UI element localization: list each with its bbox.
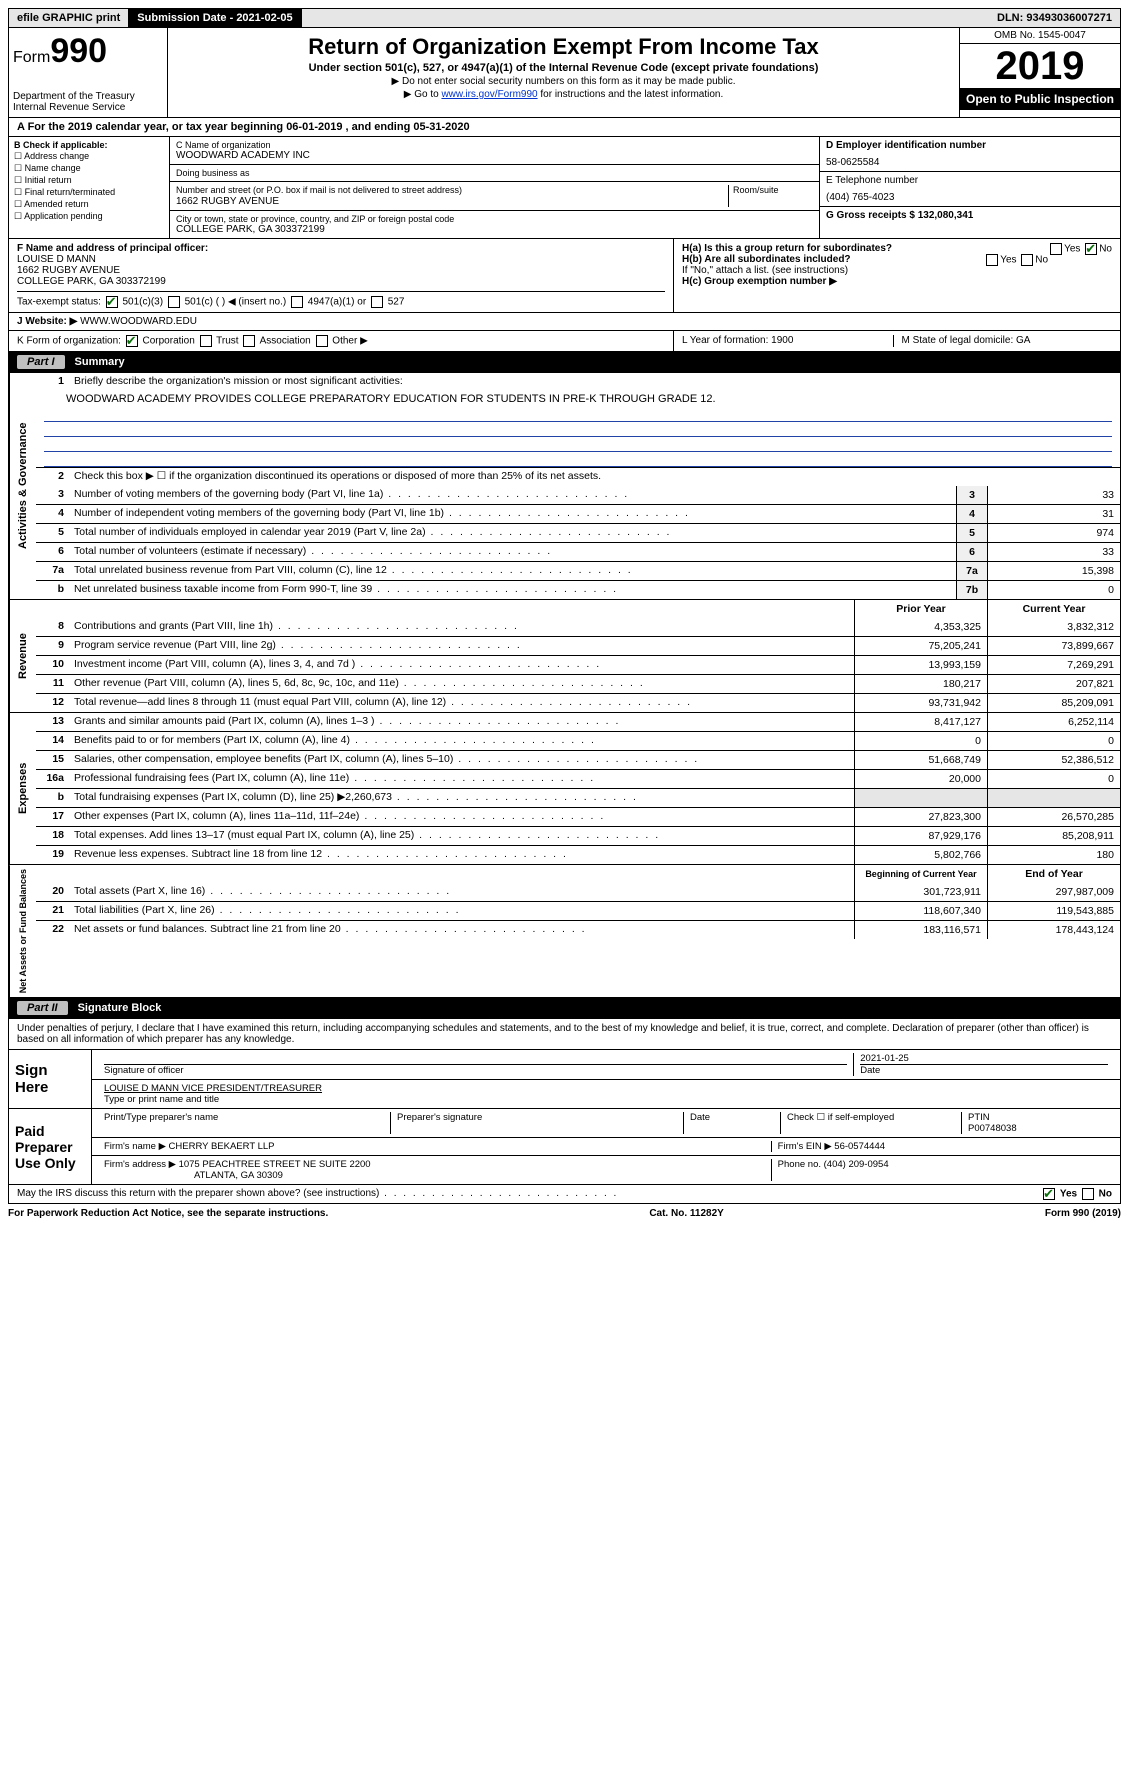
- form-note2: ▶ Go to www.irs.gov/Form990 for instruct…: [178, 89, 949, 100]
- paid-preparer: Paid Preparer Use Only Print/Type prepar…: [8, 1109, 1121, 1185]
- chk-4947[interactable]: [291, 296, 303, 308]
- perjury: Under penalties of perjury, I declare th…: [8, 1019, 1121, 1050]
- box-d: D Employer identification number 58-0625…: [819, 137, 1120, 238]
- org-name: WOODWARD ACADEMY INC: [176, 150, 813, 161]
- website-row: J Website: ▶ WWW.WOODWARD.EDU: [8, 313, 1121, 331]
- mission: WOODWARD ACADEMY PROVIDES COLLEGE PREPAR…: [36, 391, 1120, 407]
- sign-here: Sign Here Signature of officer 2021-01-2…: [8, 1050, 1121, 1109]
- street: 1662 RUGBY AVENUE: [176, 196, 279, 207]
- period-row: A For the 2019 calendar year, or tax yea…: [8, 118, 1121, 137]
- chk-address[interactable]: ☐ Address change: [14, 151, 164, 162]
- form-note1: ▶ Do not enter social security numbers o…: [178, 76, 949, 87]
- part1-header: Part ISummary: [8, 352, 1121, 373]
- ha-no[interactable]: [1085, 243, 1097, 255]
- firm-ein: 56-0574444: [834, 1141, 885, 1152]
- footer: For Paperwork Reduction Act Notice, see …: [8, 1204, 1121, 1223]
- officer-addr1: 1662 RUGBY AVENUE: [17, 265, 665, 276]
- form-header: Form990 Department of the Treasury Inter…: [8, 28, 1121, 118]
- chk-name[interactable]: ☐ Name change: [14, 163, 164, 174]
- section-netassets: Net Assets or Fund Balances Beginning of…: [8, 865, 1121, 998]
- chk-501c[interactable]: [168, 296, 180, 308]
- hb-no[interactable]: [1021, 254, 1033, 266]
- firm-name: CHERRY BEKAERT LLP: [169, 1141, 275, 1152]
- gross-receipts: G Gross receipts $ 132,080,341: [826, 210, 1114, 221]
- box-b: B Check if applicable: ☐ Address change …: [9, 137, 170, 238]
- box-c: C Name of organization WOODWARD ACADEMY …: [170, 137, 819, 238]
- chk-pending[interactable]: ☐ Application pending: [14, 211, 164, 222]
- hb-yes[interactable]: [986, 254, 998, 266]
- chk-amended[interactable]: ☐ Amended return: [14, 199, 164, 210]
- dln: DLN: 93493036007271: [989, 9, 1120, 27]
- chk-527[interactable]: [371, 296, 383, 308]
- form-subtitle: Under section 501(c), 527, or 4947(a)(1)…: [178, 62, 949, 74]
- section-bcd: B Check if applicable: ☐ Address change …: [8, 137, 1121, 239]
- row-fh: F Name and address of principal officer:…: [8, 239, 1121, 313]
- form-number: Form990: [13, 32, 163, 71]
- efile-label[interactable]: efile GRAPHIC print: [9, 9, 129, 27]
- firm-phone: (404) 209-0954: [824, 1159, 889, 1170]
- year-formation: L Year of formation: 1900: [682, 335, 893, 347]
- dept-label: Department of the Treasury Internal Reve…: [13, 91, 163, 113]
- submission-date: Submission Date - 2021-02-05: [129, 9, 301, 27]
- chk-trust[interactable]: [200, 335, 212, 347]
- telephone: (404) 765-4023: [826, 192, 1114, 203]
- tax-year: 2019: [960, 44, 1120, 88]
- officer-name: LOUISE D MANN: [17, 254, 665, 265]
- section-revenue: Revenue Prior Year Current Year 8Contrib…: [8, 600, 1121, 713]
- omb: OMB No. 1545-0047: [960, 28, 1120, 44]
- state-domicile: M State of legal domicile: GA: [893, 335, 1113, 347]
- chk-other[interactable]: [316, 335, 328, 347]
- open-public: Open to Public Inspection: [960, 88, 1120, 110]
- chk-final[interactable]: ☐ Final return/terminated: [14, 187, 164, 198]
- row-klm: K Form of organization: Corporation Trus…: [8, 331, 1121, 352]
- chk-assoc[interactable]: [243, 335, 255, 347]
- firm-city: ATLANTA, GA 30309: [194, 1170, 283, 1181]
- chk-initial[interactable]: ☐ Initial return: [14, 175, 164, 186]
- chk-corp[interactable]: [126, 335, 138, 347]
- chk-501c3[interactable]: [106, 296, 118, 308]
- website: WWW.WOODWARD.EDU: [80, 316, 197, 327]
- city: COLLEGE PARK, GA 303372199: [176, 224, 813, 235]
- section-expenses: Expenses 13Grants and similar amounts pa…: [8, 713, 1121, 865]
- tab-netassets: Net Assets or Fund Balances: [9, 865, 36, 997]
- section-gov: Activities & Governance 1Briefly describ…: [8, 373, 1121, 600]
- tab-expenses: Expenses: [9, 713, 36, 864]
- discuss-yes[interactable]: [1043, 1188, 1055, 1200]
- ptin: P00748038: [968, 1123, 1017, 1134]
- officer-typed: LOUISE D MANN VICE PRESIDENT/TREASURER: [104, 1083, 322, 1094]
- firm-addr: 1075 PEACHTREE STREET NE SUITE 2200: [179, 1159, 371, 1170]
- discuss-no[interactable]: [1082, 1188, 1094, 1200]
- top-bar: efile GRAPHIC print Submission Date - 20…: [8, 8, 1121, 28]
- irs-link[interactable]: www.irs.gov/Form990: [441, 89, 537, 100]
- form-title: Return of Organization Exempt From Incom…: [178, 34, 949, 60]
- sig-date: 2021-01-25: [860, 1053, 909, 1064]
- ha-yes[interactable]: [1050, 243, 1062, 255]
- tab-revenue: Revenue: [9, 600, 36, 712]
- tab-governance: Activities & Governance: [9, 373, 36, 599]
- discuss-row: May the IRS discuss this return with the…: [8, 1185, 1121, 1204]
- officer-addr2: COLLEGE PARK, GA 303372199: [17, 276, 665, 287]
- part2-header: Part IISignature Block: [8, 998, 1121, 1019]
- ein: 58-0625584: [826, 157, 1114, 168]
